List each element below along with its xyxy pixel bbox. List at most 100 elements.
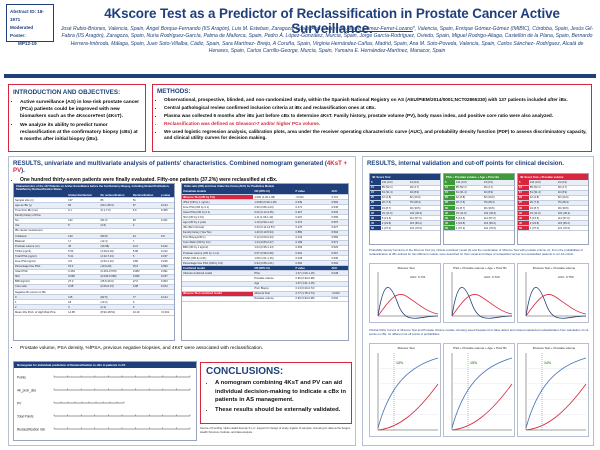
table-cell: 0.341 <box>159 218 174 224</box>
utility-curve-missed <box>451 383 513 431</box>
table-cell: 77 <box>131 294 160 301</box>
table-cell: 0.091 <box>159 269 174 275</box>
moderated-poster-label: Moderated Poster: <box>10 25 34 39</box>
table-cell: 0.546 <box>330 204 348 211</box>
poster-title: 4Kscore Test as a Predictor of Reclassif… <box>104 6 560 36</box>
table-cell: Prior Biopsy(OR 1) <box>182 235 254 241</box>
pdf-charts: 4Kscore Test AUC: 0.731 PSA + Prostate vol… <box>369 263 589 325</box>
table-row: Combined model OR (95% CI) P value AUC <box>182 265 348 272</box>
pdf-curve-non-reclassified <box>451 287 513 319</box>
table-cell: Sample size (n) <box>14 197 68 204</box>
pdf-curve-non-reclassified <box>377 287 439 319</box>
utility-percent-label: 13% <box>396 361 404 365</box>
table-cell: 0.157 <box>159 274 174 280</box>
table-cell <box>159 223 174 229</box>
table-cell: 0.124 <box>159 202 174 209</box>
results-left-title: RESULTS, univariate and multivariate ana… <box>13 160 351 174</box>
table-cell: 131 (0.0) <box>380 180 409 186</box>
table-cell: Global distribution <box>67 192 100 199</box>
table-cell: hK2 (OR by 0.01) <box>182 214 254 221</box>
table-cell: 0.584 <box>330 199 348 206</box>
table-row: Sample size (n) 137 86 51 <box>14 197 174 204</box>
table-cell: 85 (52.1) <box>528 185 557 191</box>
table-cell: 4Kscore Test combined model <box>182 291 254 297</box>
pdf-curve-reclassified <box>451 294 513 317</box>
table-cell: 115 (65.2) <box>408 220 440 227</box>
table-cell: 20 (7.6) <box>528 200 557 206</box>
table-cell: 84 <box>131 218 160 224</box>
cutoff-table-body: 5 131 (0.0) 13 (0.0) 10 85 (52.1) 29 (4.7) 15 6… <box>444 180 514 232</box>
table-cell: 25 <box>370 200 381 206</box>
table-cell: Free PSA (ng/ml) <box>14 258 68 265</box>
conclusions-panel: CONCLUSIONS: A nomogram combining 4KsT a… <box>200 362 352 424</box>
table-cell: iBx cancer involvement <box>14 228 68 235</box>
table-row: 4Kscore Test (OR by 1%) 1.060 (1.20-1.98)… <box>182 194 348 201</box>
utility-percent-label: 14% <box>544 361 552 365</box>
table-cell: 85 (52.1) <box>454 185 483 191</box>
table-cell: 115 <box>67 294 100 301</box>
table-cell: 7 <box>131 238 160 245</box>
table-cell: 0.453 <box>294 245 331 252</box>
pdf-curve-non-reclassified <box>525 287 587 319</box>
table-row: cBx (Bx1 Normal) 2.23 (0.11-14.57) 0.275 0.… <box>182 225 348 231</box>
utility-percent-label: 15% <box>470 361 478 365</box>
table-row: Global distribution No reclassification Re… <box>14 192 174 199</box>
table-cell: 121 (70.0) <box>408 225 440 232</box>
table-cell: 27.3 <box>67 279 100 285</box>
table-cell <box>131 228 160 235</box>
table-row: Prostate volume (cc) 45 (33-58) 41.0 0.012 <box>14 243 174 250</box>
results-right-panel: RESULTS, internal validation and cut-off… <box>362 156 594 446</box>
methods-bullet: Central pathological review confirmed in… <box>164 105 587 112</box>
table-cell: (25.5-30.0) <box>99 279 132 285</box>
table-cell <box>99 213 132 219</box>
utility-chart-title: 4Kscore Test + Prostate volume <box>533 346 576 350</box>
table-cell <box>159 213 174 219</box>
table-cell: 40 (8.9) <box>482 190 514 196</box>
table-cell: 0.157 <box>159 253 174 260</box>
table-row: Family history (Yes/ No) 1.20 (0.19-5.94)… <box>182 230 348 236</box>
table-row: Age (OR by 1 year) 1.10 (0.99-1.12) 0.074 0… <box>182 219 348 226</box>
table-cell: 18 <box>67 299 100 306</box>
table-row: 30 19 (8.7) 93 (39.5) <box>518 205 588 212</box>
table-cell: 0.96 (0.94-0.98) <box>294 296 331 302</box>
pdf-chart: PSA + Prostate volume + Age + Prior Bx AU… <box>443 263 515 323</box>
table-cell: 9 <box>131 299 160 306</box>
table-cell: 13 (0.0) <box>556 180 588 186</box>
table-cell: 0.97 (0.96-0.99) <box>253 250 295 257</box>
table-cell: 40 <box>518 215 529 222</box>
intro-panel: INTRODUCTION AND OBJECTIVES: Active surv… <box>8 84 146 152</box>
table-cell: Prostate volume <box>253 296 295 302</box>
table-cell: 20 <box>370 195 381 201</box>
table-cell: 40 (8.9) <box>556 190 588 196</box>
presenting-author: Álvaro Gómez-Ferrer-Lozano <box>346 26 413 32</box>
nomogram-axis-label: Reclassification risk <box>17 428 45 432</box>
table-cell: 2 (23.8) <box>528 220 557 227</box>
table-row: 10 85 (52.1) 29 (4.7) <box>518 185 588 191</box>
table-cell: 5.08 <box>131 248 160 255</box>
table-cell: 2.23 (0.11-14.57) <box>253 225 295 231</box>
table-cell: 1 <box>14 299 68 306</box>
table-cell: 66 <box>67 202 100 209</box>
table-row: 10 85 (52.1) 29 (4.7) <box>444 185 514 191</box>
conclusion-item: These results should be externally valid… <box>215 406 346 415</box>
table-cell: 0.195 <box>159 258 174 265</box>
table-cell: 19 (8.7) <box>454 205 483 212</box>
pdf-axes <box>525 272 586 317</box>
results-left-bullet-text-1: One hundred thirty-seven patients were f… <box>20 177 351 184</box>
table-cell <box>159 197 174 204</box>
results-right-title: RESULTS, internal validation and cut-off… <box>367 160 564 167</box>
table-cell: 10 <box>518 185 529 191</box>
intro-bullet: Active surveillance (AS) in low-risk pro… <box>20 99 141 120</box>
table-cell <box>182 275 254 282</box>
pdf-chart-title: 4Kscore Test <box>397 266 414 270</box>
authors-part-2: *, Valencia, Spain, Enrique Gómez-Gómez … <box>61 26 594 55</box>
results-left-title-red: 4KsT + PV <box>13 160 348 174</box>
cutoff-table-header: PSA + Prostate volume + Age + Prior Bx <box>444 174 514 180</box>
table-cell: Total fPSA (ng/ml) <box>14 253 68 260</box>
table-row: 20 42 (2.8) 52 (20.0) <box>518 195 588 201</box>
table-cell: 10 <box>444 185 455 191</box>
table-cell: P value <box>294 265 331 272</box>
table-cell: hK2 <box>14 274 68 280</box>
table1-caption: Characteristics of the 137 Patients on A… <box>14 184 174 193</box>
table-cell: 0.94 (0.88-1.01) <box>253 260 295 267</box>
